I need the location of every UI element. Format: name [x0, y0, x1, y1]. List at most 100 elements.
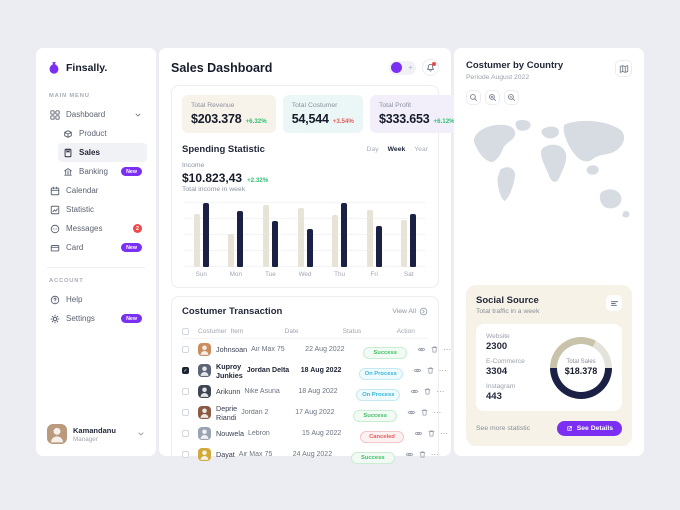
trash-icon[interactable] [418, 450, 427, 459]
sidebar-item-statistic[interactable]: Statistic [45, 200, 147, 219]
table-row[interactable]: Arikunn Nike Asuna 18 Aug 2022 On Process ⋯ [182, 381, 444, 402]
eye-icon[interactable] [417, 345, 426, 354]
social-stat-value: 443 [486, 391, 502, 402]
sidebar-item-dashboard[interactable]: Dashboard [45, 105, 147, 124]
main-panel: Sales Dashboard Total Revenue $203.378 +6.… [159, 48, 464, 475]
more-icon[interactable]: ⋯ [439, 428, 448, 438]
trash-icon[interactable] [420, 408, 429, 417]
user-role: Manager [73, 435, 98, 443]
status-badge: Canceled [359, 430, 404, 443]
avatar [47, 424, 67, 444]
social-stats: Website 2300 E-Commerce 3304 Instagram 443 [486, 333, 542, 402]
item-cell: Air Max 75 [251, 346, 285, 353]
bar-secondary[interactable] [228, 233, 235, 267]
bar-secondary[interactable] [262, 204, 269, 267]
tab-day[interactable]: Day [366, 146, 379, 153]
tab-year[interactable]: Year [414, 146, 428, 153]
stat-card-total-profit: Total Profit $333.653 +6.12% [369, 95, 464, 133]
chevron-down-icon[interactable] [137, 430, 145, 438]
see-details-button[interactable]: See Details [556, 421, 622, 436]
sidebar-item-messages[interactable]: Messages 2 [45, 219, 147, 238]
bar-income[interactable] [202, 203, 209, 267]
customer-name: Arikunn [216, 387, 241, 396]
income-value: $10.823,43 [182, 171, 243, 185]
sidebar-item-help[interactable]: Help [45, 290, 147, 309]
stat-label: Total Profit [378, 102, 412, 109]
new-badge: New [121, 167, 142, 176]
map-icon[interactable] [615, 60, 632, 77]
table-row[interactable]: ✓ Kuproy Junkies Jordan Delta 18 Aug 2022 On… [182, 360, 447, 381]
eye-icon[interactable] [410, 387, 419, 396]
social-stat-value: 2300 [486, 341, 508, 352]
bar-secondary[interactable] [401, 220, 408, 267]
row-checkbox[interactable] [182, 388, 189, 395]
sidebar-item-banking[interactable]: Banking New [58, 162, 147, 181]
main-menu-list: Dashboard Product Sales Banking New Calendar S… [45, 105, 147, 257]
stat-value: 54,544 [291, 112, 329, 126]
row-checkbox[interactable] [182, 346, 189, 353]
user-profile[interactable]: Kamandanu Manager [45, 422, 147, 446]
eye-icon[interactable] [405, 450, 414, 459]
more-icon[interactable]: ⋯ [433, 407, 442, 417]
status-badge: On Process [358, 367, 403, 380]
bar-group-mon [219, 203, 254, 267]
row-checkbox[interactable]: ✓ [182, 367, 189, 374]
sidebar-item-sales[interactable]: Sales [58, 143, 147, 162]
stats-lines-icon[interactable] [606, 295, 622, 311]
world-map[interactable] [462, 111, 636, 239]
bar-income[interactable] [237, 211, 244, 267]
theme-toggle[interactable] [389, 60, 416, 75]
customer-name: Johnsoan [216, 345, 248, 354]
avatar [198, 448, 211, 461]
trash-icon[interactable] [430, 345, 439, 354]
sidebar-item-product[interactable]: Product [58, 124, 147, 143]
product-icon [63, 129, 73, 139]
row-checkbox[interactable] [182, 451, 189, 458]
user-meta: Kamandanu Manager [73, 426, 131, 443]
bar-income[interactable] [410, 213, 417, 267]
select-all-checkbox[interactable] [182, 327, 189, 335]
more-icon[interactable]: ⋯ [430, 449, 439, 459]
tab-week[interactable]: Week [387, 146, 406, 153]
stat-card-total-revenue: Total Revenue $203.378 +6.32% [182, 95, 276, 133]
bar-income[interactable] [306, 229, 313, 267]
eye-icon[interactable] [413, 366, 422, 375]
zoom-out-icon[interactable] [504, 90, 519, 105]
avatar [198, 364, 211, 377]
row-checkbox[interactable] [182, 430, 189, 437]
dashboard-root: Finsally. MAIN MENU Dashboard Product Sale… [36, 48, 644, 475]
search-icon[interactable] [466, 90, 481, 105]
table-row[interactable]: Johnsoan Air Max 75 22 Aug 2022 Success ⋯ [182, 339, 451, 360]
table-row[interactable]: Nouwela Lebron 15 Aug 2022 Canceled ⋯ [182, 423, 448, 444]
see-more-link[interactable]: See more statistic [476, 425, 531, 432]
sidebar-item-settings[interactable]: Settings New [45, 309, 147, 328]
date-cell: 18 Aug 2022 [300, 367, 342, 374]
bar-income[interactable] [375, 226, 382, 267]
bar-secondary[interactable] [193, 213, 200, 267]
more-icon[interactable]: ⋯ [438, 365, 447, 375]
table-row[interactable]: Dayat Air Max 75 24 Aug 2022 Success ⋯ [182, 444, 439, 465]
trash-icon[interactable] [426, 366, 435, 375]
sidebar-item-card[interactable]: Card New [45, 238, 147, 257]
bar-secondary[interactable] [297, 208, 304, 267]
social-stat-instagram: Instagram 443 [486, 383, 542, 402]
bar-secondary[interactable] [332, 214, 339, 267]
more-icon[interactable]: ⋯ [436, 386, 445, 396]
bar-secondary[interactable] [366, 210, 373, 267]
eye-icon[interactable] [407, 408, 416, 417]
bar-income[interactable] [341, 203, 348, 267]
trash-icon[interactable] [423, 387, 432, 396]
bar-income[interactable] [271, 220, 278, 267]
chevron-down-icon [134, 111, 142, 119]
column-header-costumer: Costumer [198, 327, 227, 335]
zoom-in-icon[interactable] [485, 90, 500, 105]
notification-bell[interactable] [422, 59, 439, 76]
table-row[interactable]: Deprie Riandi Jordan 2 17 Aug 2022 Success ⋯ [182, 402, 441, 423]
view-all-link[interactable]: View All [392, 307, 428, 316]
customer-cell: Dayat [198, 448, 235, 461]
eye-icon[interactable] [414, 429, 423, 438]
trash-icon[interactable] [427, 429, 436, 438]
row-checkbox[interactable] [182, 409, 189, 416]
sidebar-item-calendar[interactable]: Calendar [45, 181, 147, 200]
more-icon[interactable]: ⋯ [443, 344, 452, 354]
